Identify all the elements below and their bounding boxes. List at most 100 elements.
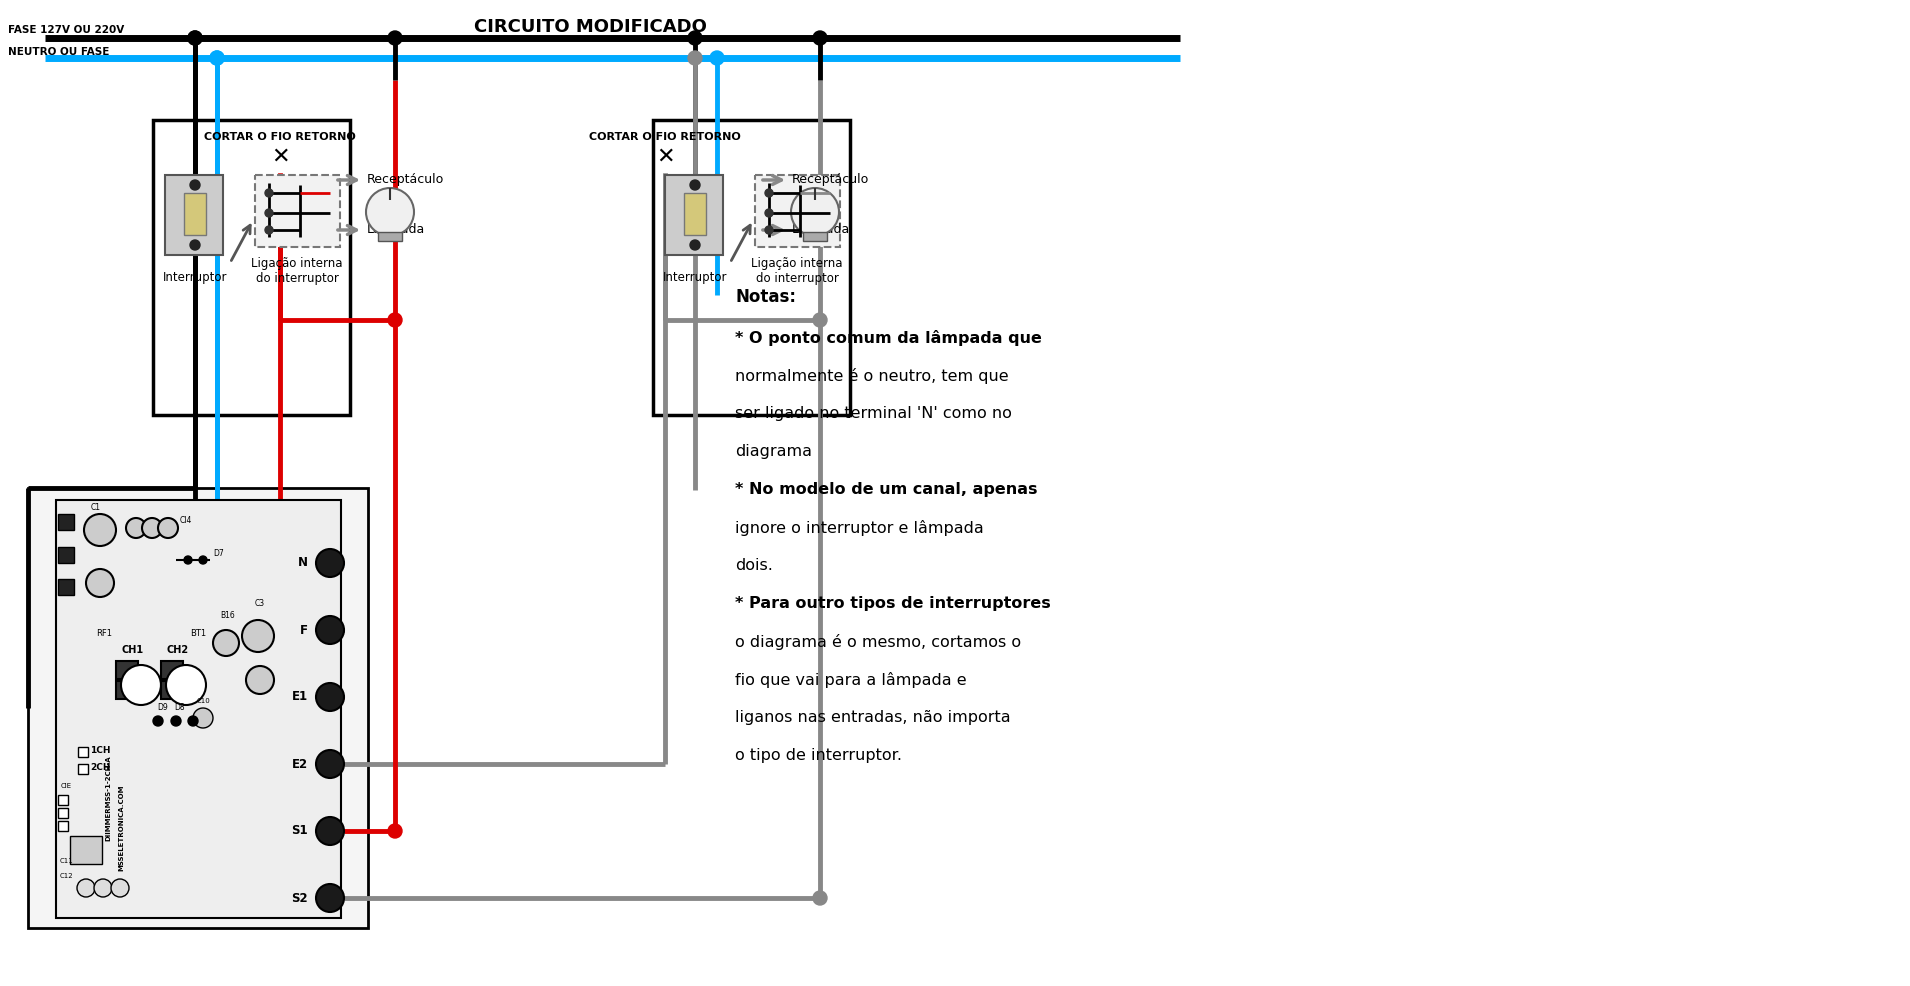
Bar	[57, 821, 69, 831]
Circle shape	[688, 31, 703, 45]
Bar	[78, 764, 88, 774]
Circle shape	[690, 240, 699, 250]
Text: ignore o interruptor e lâmpada: ignore o interruptor e lâmpada	[735, 520, 984, 536]
Text: 1CH: 1CH	[90, 746, 111, 755]
Circle shape	[315, 616, 344, 644]
Text: CORTAR O FIO RETORNO: CORTAR O FIO RETORNO	[204, 132, 355, 142]
Text: * Para outro tipos de interruptores: * Para outro tipos de interruptores	[735, 596, 1050, 611]
Circle shape	[86, 569, 115, 597]
Text: BT1: BT1	[189, 629, 206, 638]
Circle shape	[172, 716, 181, 726]
Text: Notas:: Notas:	[735, 288, 796, 306]
Bar	[55, 500, 342, 918]
Bar	[78, 747, 88, 757]
Circle shape	[711, 51, 724, 65]
Circle shape	[388, 313, 401, 327]
Text: C10: C10	[197, 698, 210, 704]
Circle shape	[193, 708, 214, 728]
Circle shape	[120, 665, 160, 705]
Text: Interruptor: Interruptor	[663, 271, 728, 284]
Circle shape	[265, 209, 273, 217]
Text: F: F	[300, 623, 308, 637]
Bar	[57, 579, 74, 595]
Text: C1: C1	[92, 503, 101, 512]
Bar	[117, 661, 138, 679]
Text: CORTAR O FIO RETORNO: CORTAR O FIO RETORNO	[588, 132, 741, 142]
Text: CI4: CI4	[180, 516, 193, 525]
Circle shape	[791, 188, 838, 236]
Circle shape	[265, 189, 273, 197]
Circle shape	[210, 51, 223, 65]
Bar	[684, 193, 707, 235]
FancyBboxPatch shape	[754, 175, 840, 247]
Circle shape	[187, 716, 199, 726]
Bar	[164, 175, 223, 255]
Text: normalmente é o neutro, tem que: normalmente é o neutro, tem que	[735, 368, 1008, 384]
Circle shape	[766, 226, 774, 234]
Text: fio que vai para a lâmpada e: fio que vai para a lâmpada e	[735, 672, 966, 688]
Circle shape	[315, 683, 344, 711]
Bar	[378, 232, 401, 241]
Text: o diagrama é o mesmo, cortamos o: o diagrama é o mesmo, cortamos o	[735, 634, 1022, 650]
Text: MSSELETRONICA.COM: MSSELETRONICA.COM	[118, 785, 124, 872]
Circle shape	[210, 51, 223, 65]
Text: diagrama: diagrama	[735, 444, 812, 459]
Text: D8: D8	[174, 703, 185, 712]
Circle shape	[153, 716, 162, 726]
Circle shape	[187, 31, 202, 45]
Circle shape	[214, 630, 239, 656]
Circle shape	[84, 514, 117, 546]
Text: E2: E2	[292, 757, 308, 770]
Bar	[153, 120, 350, 415]
Bar	[57, 808, 69, 818]
Text: CIRCUITO MODIFICADO: CIRCUITO MODIFICADO	[474, 18, 707, 36]
Circle shape	[814, 313, 827, 327]
Circle shape	[199, 556, 206, 564]
Text: CIE: CIE	[61, 783, 71, 789]
Text: RF1: RF1	[96, 629, 113, 638]
Text: S2: S2	[292, 891, 308, 904]
Circle shape	[315, 549, 344, 577]
Circle shape	[690, 180, 699, 190]
Circle shape	[688, 51, 703, 65]
Bar	[183, 193, 206, 235]
Text: Lâmpada: Lâmpada	[793, 224, 850, 237]
Circle shape	[315, 750, 344, 778]
Text: E1: E1	[292, 690, 308, 703]
Circle shape	[189, 180, 201, 190]
Circle shape	[388, 824, 401, 838]
Bar	[29, 488, 369, 928]
Text: Receptáculo: Receptáculo	[793, 174, 869, 186]
Bar	[117, 681, 138, 699]
Circle shape	[814, 891, 827, 905]
Circle shape	[141, 518, 162, 538]
FancyBboxPatch shape	[256, 175, 340, 247]
Text: ✕: ✕	[271, 147, 288, 167]
Circle shape	[814, 31, 827, 45]
Circle shape	[94, 879, 113, 897]
Circle shape	[265, 226, 273, 234]
Text: Ligação interna
do interruptor: Ligação interna do interruptor	[252, 257, 342, 285]
Text: Receptáculo: Receptáculo	[367, 174, 445, 186]
Bar	[653, 120, 850, 415]
Text: ✕: ✕	[655, 147, 674, 167]
Text: liganos nas entradas, não importa: liganos nas entradas, não importa	[735, 710, 1010, 725]
Bar	[160, 661, 183, 679]
Circle shape	[766, 209, 774, 217]
Text: D9: D9	[159, 703, 168, 712]
Circle shape	[76, 879, 96, 897]
Bar	[665, 175, 724, 255]
Circle shape	[388, 31, 401, 45]
Text: D7: D7	[214, 549, 223, 558]
Text: DIIMMERMSS-1-2CH-A: DIIMMERMSS-1-2CH-A	[105, 755, 111, 841]
Bar	[57, 514, 74, 530]
Text: Interruptor: Interruptor	[162, 271, 227, 284]
Text: Ligação interna
do interruptor: Ligação interna do interruptor	[751, 257, 842, 285]
Text: * O ponto comum da lâmpada que: * O ponto comum da lâmpada que	[735, 330, 1041, 346]
Text: C3: C3	[254, 599, 265, 608]
Text: S1: S1	[292, 824, 308, 837]
Circle shape	[367, 188, 414, 236]
Text: C12: C12	[59, 873, 73, 879]
Bar	[57, 547, 74, 563]
Text: CH2: CH2	[166, 645, 189, 655]
